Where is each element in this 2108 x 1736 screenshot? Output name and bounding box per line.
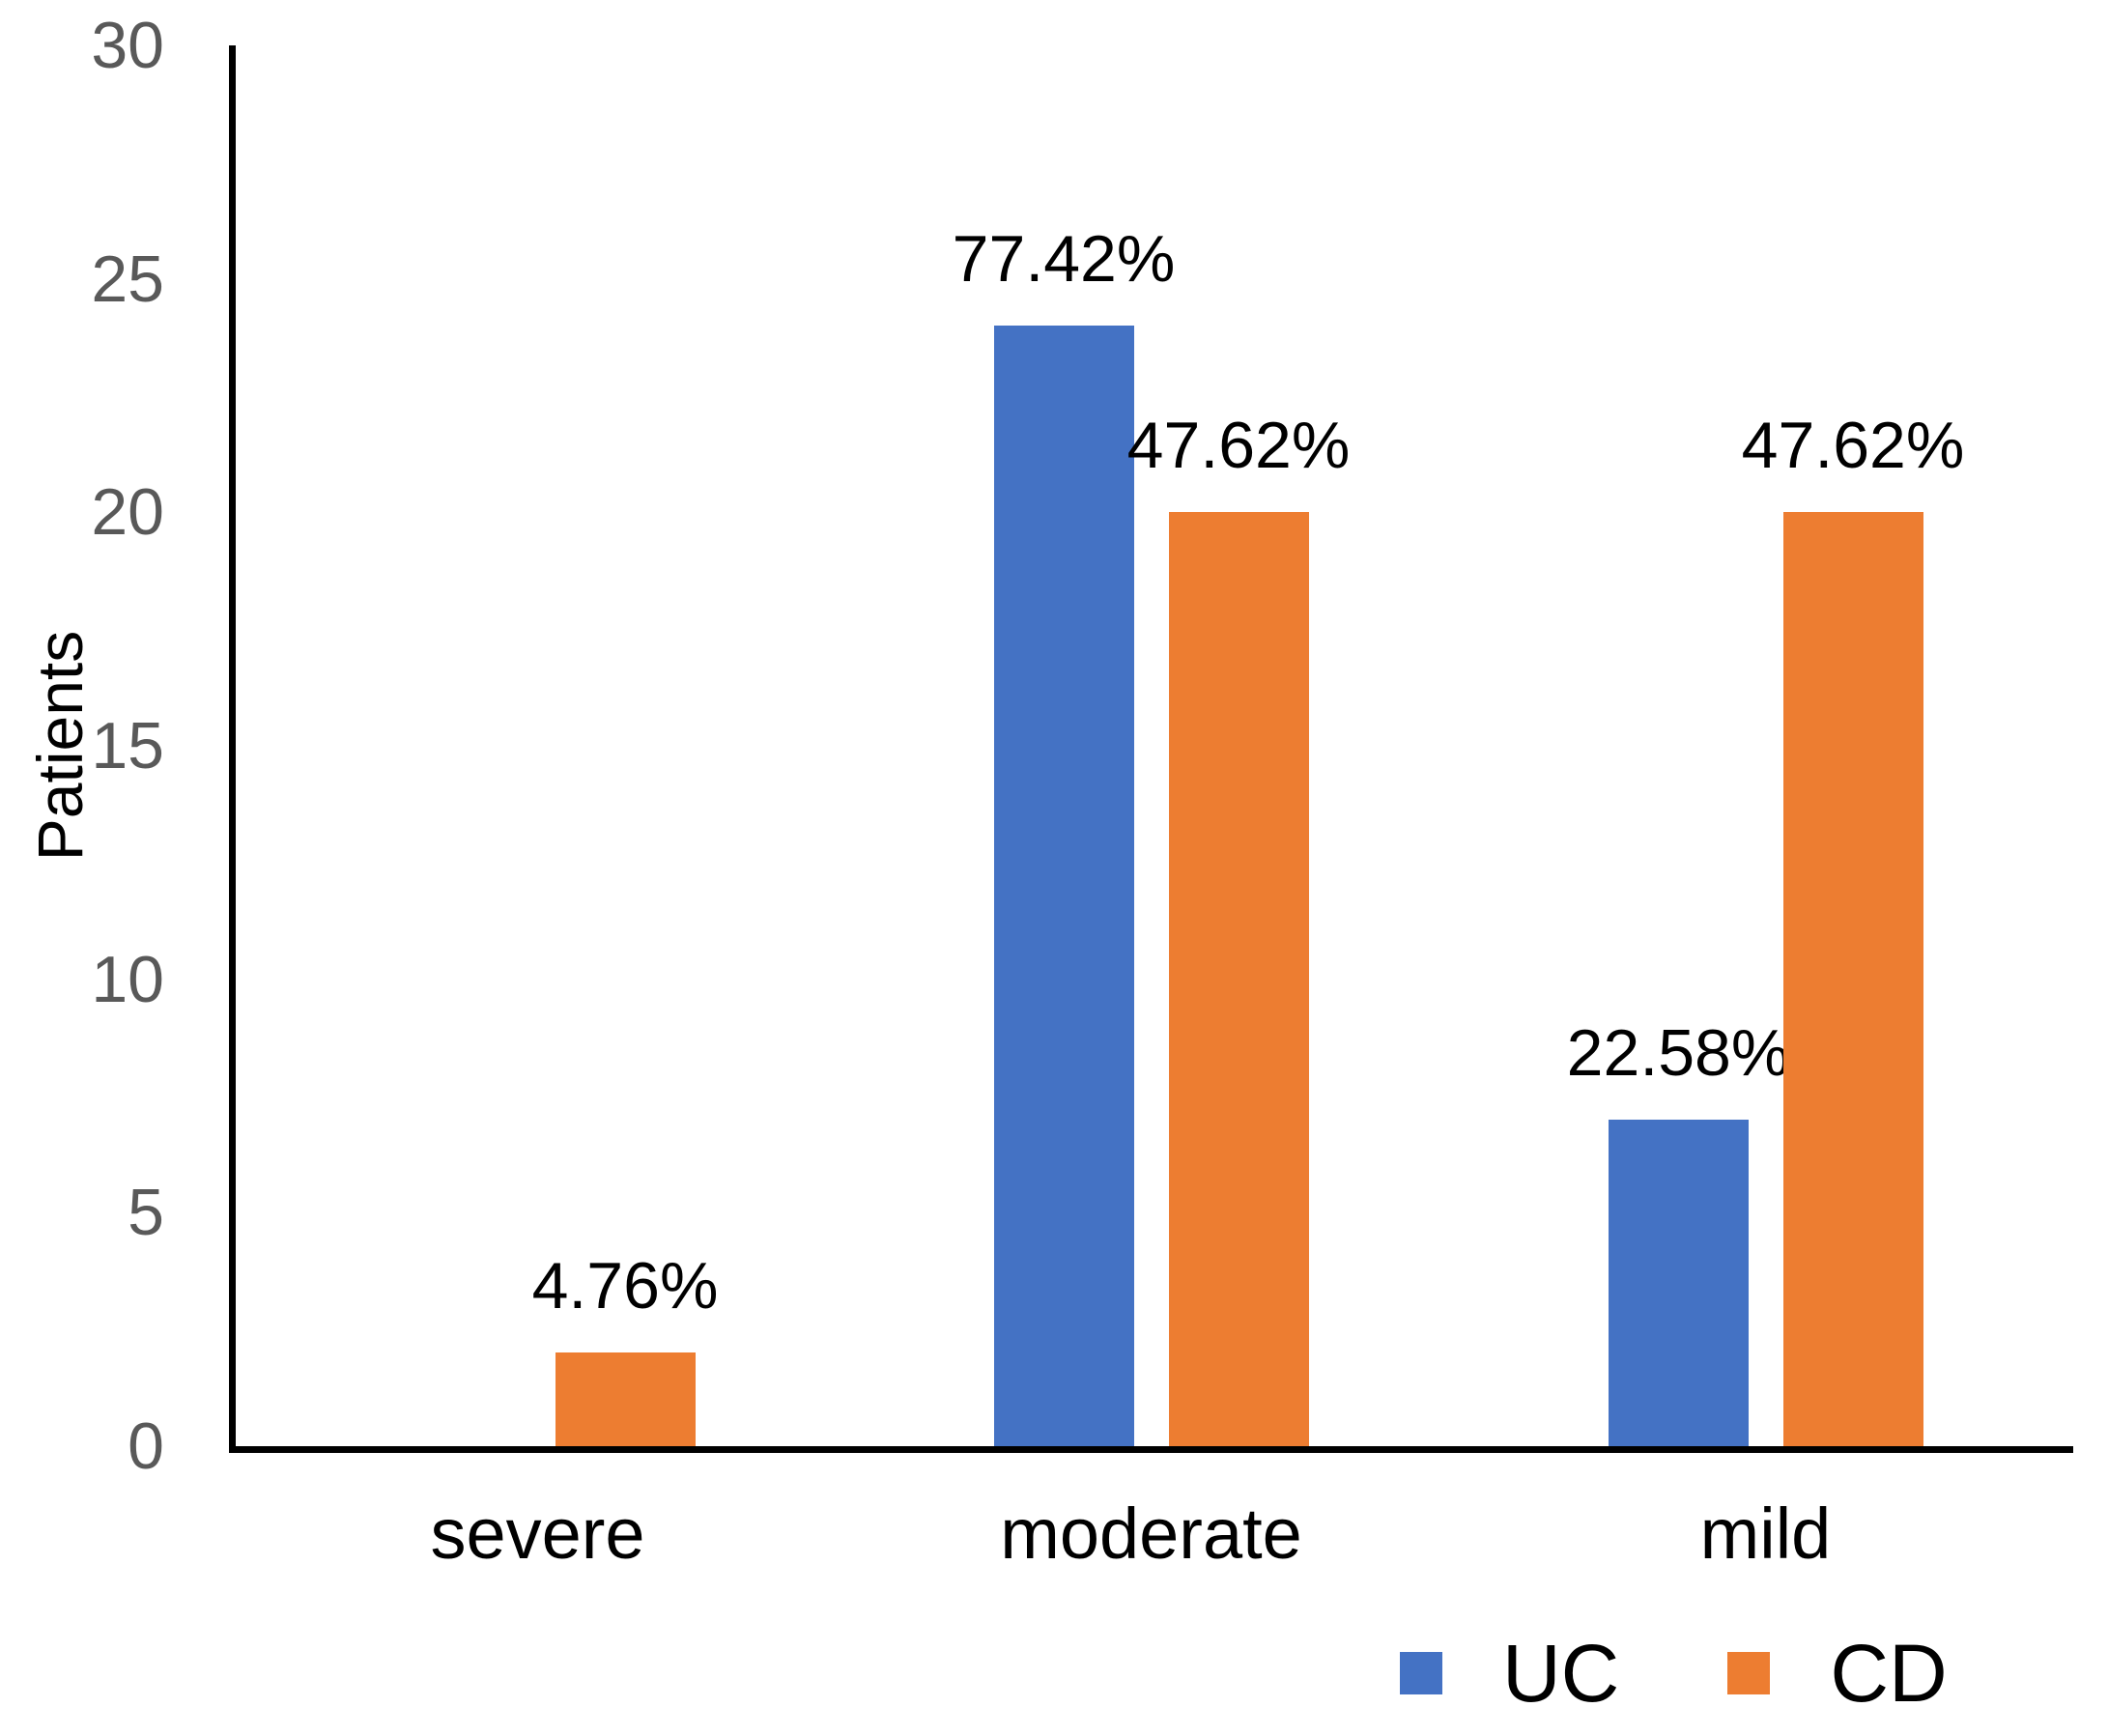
data-label-uc-mild: 22.58% [1566, 1015, 1790, 1090]
legend-swatch-uc [1400, 1652, 1442, 1694]
y-tick-25: 25 [91, 242, 164, 316]
data-label-uc-moderate: 77.42% [952, 222, 1176, 296]
bar-cd-severe [555, 1352, 696, 1446]
x-category-label-severe: severe [430, 1494, 645, 1574]
y-tick-20: 20 [91, 475, 164, 550]
x-category-label-mild: mild [1699, 1494, 1832, 1574]
bar-cd-mild [1782, 512, 1923, 1446]
legend-item-uc: UC [1400, 1629, 1619, 1718]
data-label-cd-severe: 4.76% [531, 1249, 719, 1323]
y-axis-line [229, 45, 236, 1453]
legend-label-uc: UC [1502, 1628, 1620, 1719]
bar-cd-moderate [1168, 512, 1309, 1446]
y-tick-0: 0 [128, 1409, 164, 1483]
data-label-cd-mild: 47.62% [1741, 409, 1965, 483]
data-label-cd-moderate: 47.62% [1126, 409, 1351, 483]
y-tick-5: 5 [128, 1176, 164, 1250]
x-category-label-moderate: moderate [1000, 1494, 1302, 1574]
legend-swatch-cd [1727, 1652, 1771, 1694]
x-axis-line [229, 1446, 2073, 1453]
legend-item-cd: CD [1727, 1628, 1948, 1719]
y-tick-30: 30 [91, 9, 164, 82]
y-tick-15: 15 [91, 709, 164, 783]
legend: UC CD [1400, 1629, 1948, 1718]
bar-uc-moderate [993, 326, 1134, 1446]
bar-uc-mild [1608, 1119, 1749, 1446]
y-tick-10: 10 [91, 942, 164, 1016]
legend-label-cd: CD [1830, 1628, 1948, 1719]
